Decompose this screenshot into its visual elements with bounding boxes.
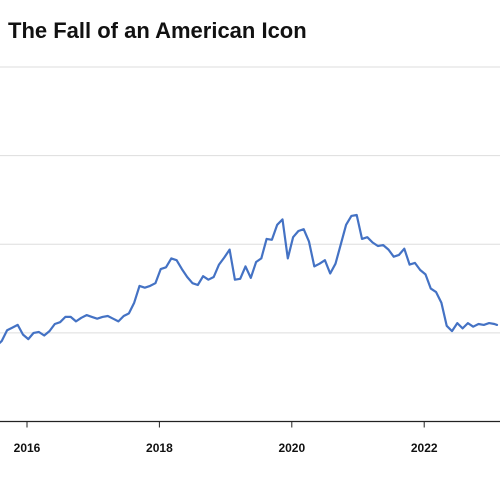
grid-lines	[0, 66, 500, 334]
x-tick-label: 2016	[14, 441, 41, 455]
chart-title: The Fall of an American Icon	[8, 18, 307, 43]
x-tick-label: 2020	[278, 441, 305, 455]
series-layer	[0, 213, 499, 345]
x-tick-label: 2022	[411, 441, 438, 455]
series-line	[0, 213, 499, 345]
x-tick-label: 2018	[146, 441, 173, 455]
x-axis-ticks: 2016 2018 2020 2022	[14, 421, 438, 455]
